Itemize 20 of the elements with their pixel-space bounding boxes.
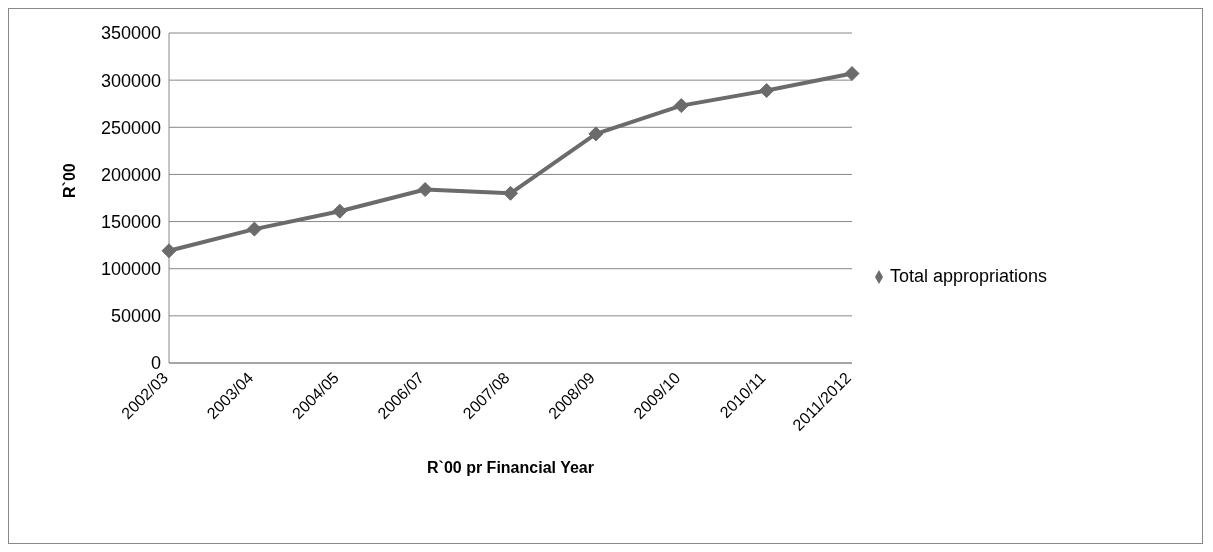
y-tick-label: 150000 bbox=[100, 211, 161, 232]
y-tick-label: 350000 bbox=[100, 23, 161, 44]
y-axis-title: R`00 bbox=[60, 163, 78, 198]
point bbox=[503, 185, 518, 201]
point bbox=[759, 83, 775, 99]
y-tick-label: 250000 bbox=[100, 117, 161, 138]
point bbox=[246, 221, 262, 237]
point bbox=[844, 66, 860, 82]
y-tick-label: 100000 bbox=[100, 259, 161, 280]
point bbox=[417, 182, 433, 198]
point bbox=[588, 126, 604, 142]
legend-label: Total appropriations bbox=[890, 265, 1048, 286]
y-tick-label: 0 bbox=[150, 353, 161, 374]
point bbox=[673, 98, 689, 114]
y-tick-label: 200000 bbox=[100, 164, 161, 185]
point bbox=[161, 243, 177, 259]
y-tick-label: 50000 bbox=[110, 306, 161, 327]
point bbox=[332, 203, 348, 219]
x-axis-title: R`00 pr Financial Year bbox=[427, 459, 594, 476]
y-tick-label: 300000 bbox=[100, 70, 161, 91]
